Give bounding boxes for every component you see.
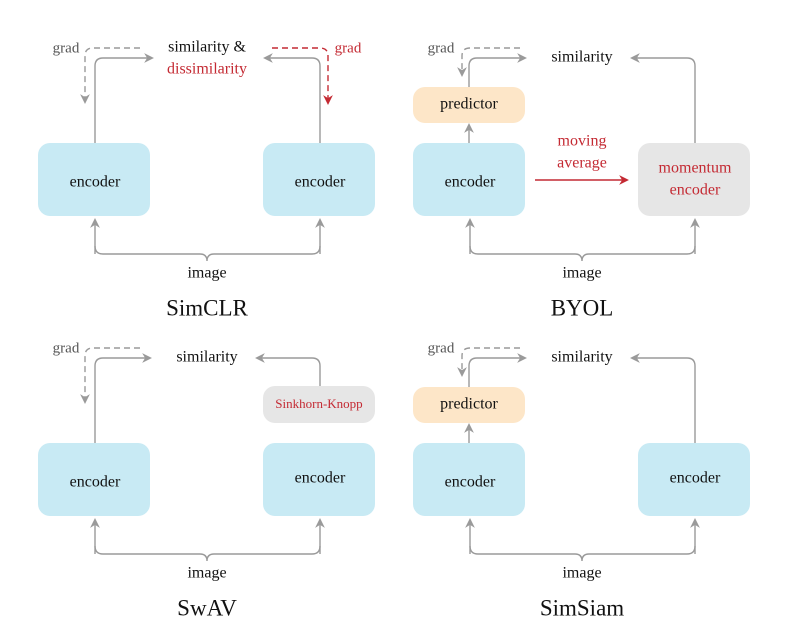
- image-brace: [94, 245, 321, 262]
- predictor-box: [413, 387, 525, 423]
- right-to-similarity-arrow: [255, 353, 321, 386]
- panel-title: BYOL: [551, 295, 614, 320]
- encoder-label: encoder: [295, 174, 346, 191]
- predictor-label: predictor: [440, 96, 498, 113]
- panel-swav: encoder encoder similarity Sinkhorn-Knopp gr…: [38, 340, 375, 620]
- similarity-label: similarity: [551, 349, 612, 366]
- panel-byol: encoder momentum encoder similarity predicto…: [413, 40, 750, 320]
- dissimilarity-label: dissimilarity: [167, 61, 247, 78]
- sinkhorn-knopp-label: Sinkhorn-Knopp: [275, 396, 362, 411]
- image-label: image: [187, 565, 226, 582]
- similarity-label: similarity &: [168, 39, 246, 56]
- encoder-box: [38, 143, 150, 216]
- grad-left-dashed-arrow: [80, 347, 140, 404]
- image-label: image: [562, 265, 601, 282]
- grad-left-dashed-arrow: [457, 347, 520, 377]
- encoder-label: encoder: [445, 474, 496, 491]
- grad-left-dashed-arrow: [80, 47, 140, 104]
- momentum-label: momentum: [659, 160, 732, 177]
- encoder-box: [413, 143, 525, 216]
- average-label: average: [557, 155, 607, 172]
- right-to-similarity-arrow: [263, 53, 321, 143]
- encoder-label: encoder: [670, 470, 721, 487]
- panel-title: SimSiam: [540, 595, 624, 620]
- right-to-similarity-arrow: [630, 353, 696, 443]
- encoder-box: [38, 443, 150, 516]
- panel-simsiam: encoder encoder similarity predictor grad ima…: [413, 340, 750, 620]
- left-to-similarity-arrow: [94, 353, 152, 443]
- encoder-label: encoder: [295, 470, 346, 487]
- panel-title: SimCLR: [166, 295, 248, 320]
- predictor-box: [413, 87, 525, 123]
- image-label: image: [562, 565, 601, 582]
- grad-right-dashed-arrow: [272, 47, 333, 105]
- encoder-label: encoder: [70, 474, 121, 491]
- momentum-encoder-label: encoder: [670, 182, 721, 199]
- left-to-similarity-arrow: [468, 53, 527, 87]
- image-label: image: [187, 265, 226, 282]
- image-brace: [469, 545, 696, 562]
- grad-left-dashed-arrow: [457, 47, 520, 77]
- encoder-box: [638, 443, 750, 516]
- moving-label: moving: [558, 133, 607, 150]
- encoder-label: encoder: [70, 174, 121, 191]
- left-to-similarity-arrow: [94, 53, 154, 143]
- encoder-box: [413, 443, 525, 516]
- encoder-box: [263, 443, 375, 516]
- encoder-box: [263, 143, 375, 216]
- image-brace: [469, 245, 696, 262]
- left-to-similarity-arrow: [468, 353, 527, 387]
- panel-simclr: encoder encoder similarity & dissimilarity g…: [38, 39, 375, 320]
- grad-left-label: grad: [53, 340, 80, 356]
- grad-left-label: grad: [428, 40, 455, 56]
- predictor-label: predictor: [440, 396, 498, 413]
- grad-left-label: grad: [428, 340, 455, 356]
- right-to-similarity-arrow: [630, 53, 696, 143]
- momentum-encoder-box: [638, 143, 750, 216]
- image-brace: [94, 545, 321, 562]
- similarity-label: similarity: [176, 349, 237, 366]
- panel-title: SwAV: [177, 595, 237, 620]
- grad-left-label: grad: [53, 40, 80, 56]
- similarity-label: similarity: [551, 49, 612, 66]
- sinkhorn-knopp-box: [263, 386, 375, 423]
- grad-right-label: grad: [335, 40, 362, 56]
- encoder-label: encoder: [445, 174, 496, 191]
